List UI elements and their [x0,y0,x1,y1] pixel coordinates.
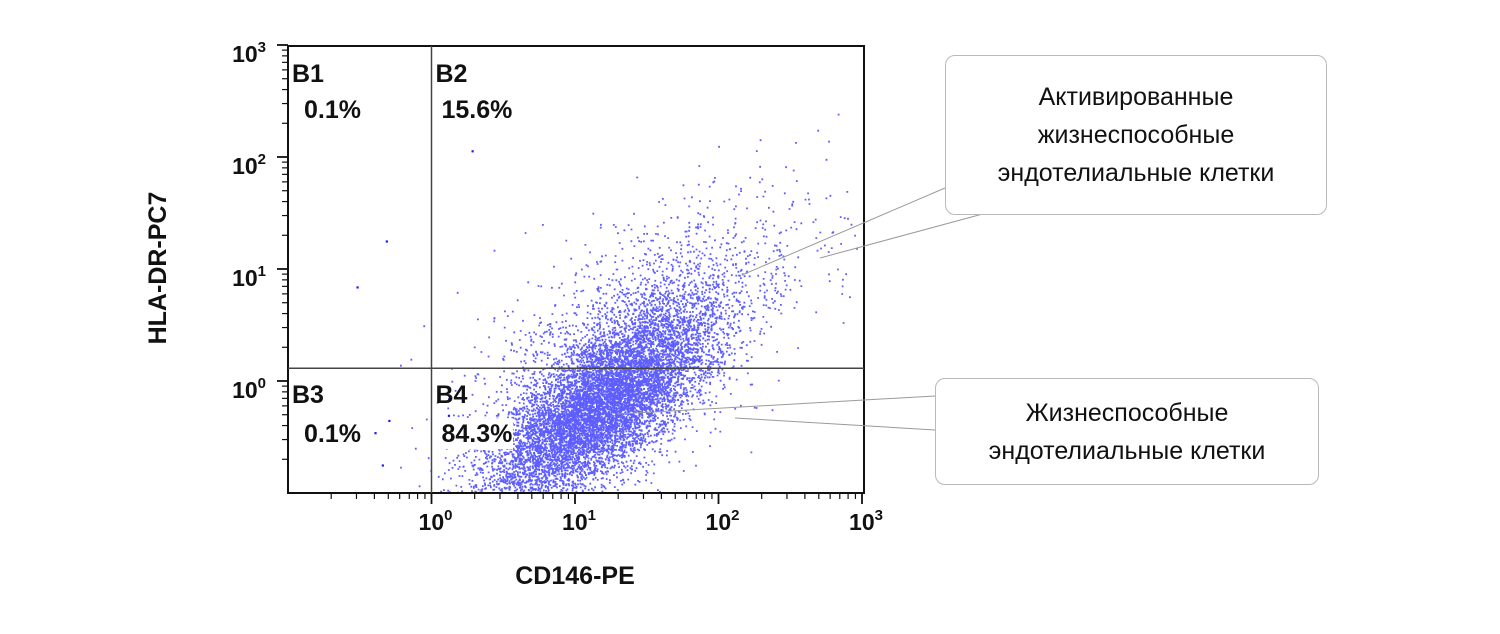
y-tick-label: 103 [232,39,266,67]
x-tick-label: 100 [419,507,453,535]
quadrant-value: 84.3% [442,420,513,448]
y-tick-label: 100 [232,375,266,403]
y-axis-label: HLA-DR-PC7 [144,192,172,345]
y-tick-label: 101 [232,263,266,291]
viable-cells-callout: Жизнеспособные эндотелиальные клетки [935,378,1319,485]
callout-leader-lines [617,187,991,431]
quadrant-value: 0.1% [304,420,361,448]
y-tick-label: 102 [232,151,266,179]
quadrant-value: 0.1% [304,96,361,124]
quadrant-name: B2 [436,60,468,88]
quadrant-value-background [300,94,362,125]
x-tick-label: 102 [706,507,740,535]
quadrant-gates [288,46,864,493]
outlier-point [381,464,384,467]
outlier-point [385,240,388,243]
scatter-points [356,113,858,494]
leader-line [734,417,936,431]
callout-text: Жизнеспособные эндотелиальные клетки [988,398,1266,465]
outlier-point [447,414,451,417]
quadrant-name: B1 [292,60,324,88]
quadrant-value-background [437,418,513,450]
x-tick-label: 101 [562,507,596,535]
quadrant-value: 15.6% [442,96,513,124]
quadrant-value-background [437,94,513,125]
quadrant-value-background [300,418,362,450]
outlier-point [388,419,391,423]
quadrant-labels: B1 0.1% B2 15.6% B3 0.1% B4 84.3% [292,60,513,450]
outlier-point [471,150,474,153]
scatter-point-cloud [400,113,858,494]
quadrant-name: B4 [436,381,468,409]
leader-line [819,211,991,259]
leader-line [741,187,946,276]
quadrant-name: B3 [292,381,324,409]
callout-text: Активированные жизнеспособные эндотелиал… [997,83,1275,187]
activated-viable-cells-callout: Активированные жизнеспособные эндотелиал… [945,55,1327,215]
x-axis-label: CD146-PE [515,562,635,590]
x-tick-label: 103 [849,507,883,535]
outlier-point [356,286,359,289]
leader-line [617,395,936,415]
axis-ticks: 100 101 102 103 100 101 102 103 [232,39,883,535]
outlier-point [374,432,377,435]
